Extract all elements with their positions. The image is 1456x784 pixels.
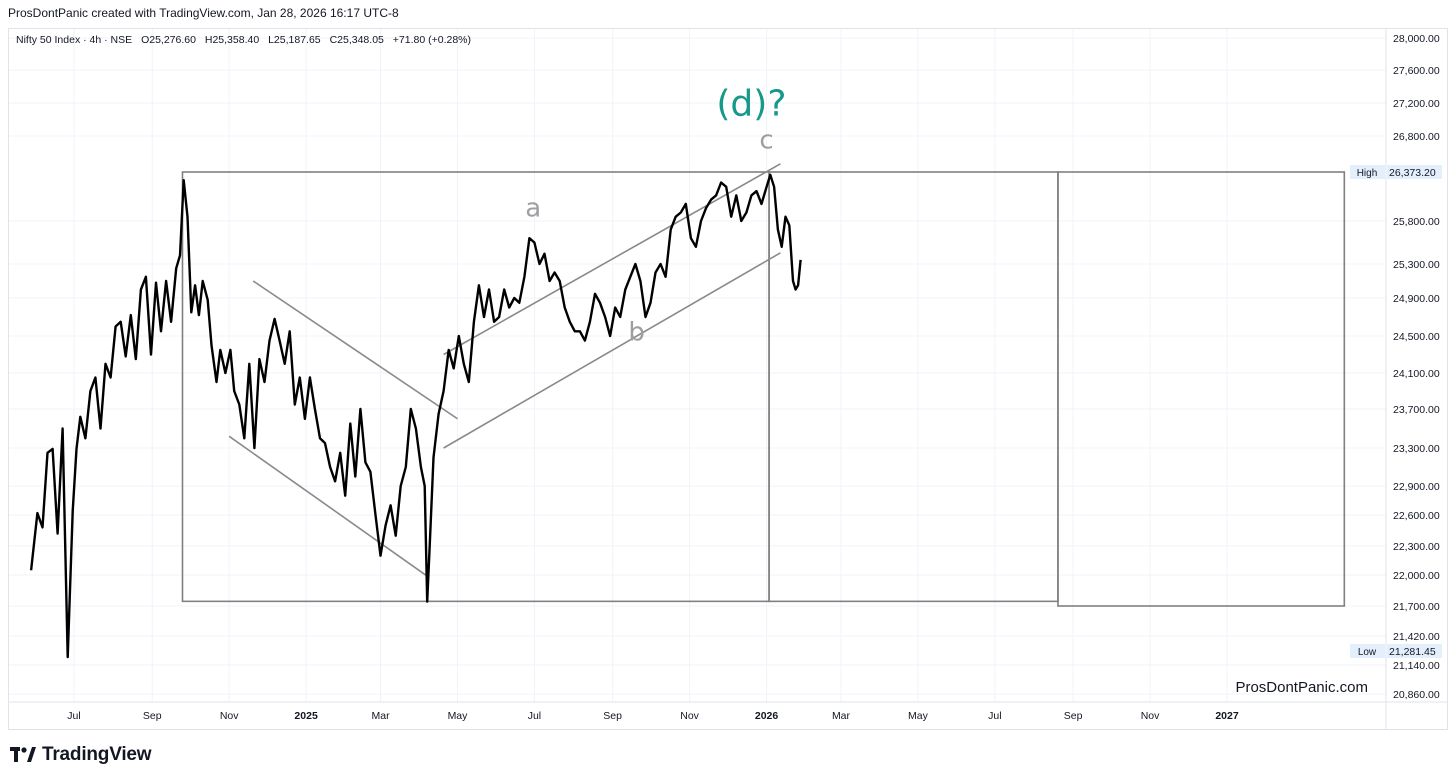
legend: Nifty 50 Index · 4h · NSE O25,276.60 H25… bbox=[16, 34, 477, 46]
price-tick-label: 26,800.00 bbox=[1393, 131, 1440, 143]
trendline bbox=[252, 280, 458, 420]
trendline bbox=[443, 163, 781, 356]
price-axis: 28,000.00 27,600.00 27,200.00 26,800.00 25,8… bbox=[1350, 33, 1442, 701]
trendline bbox=[443, 252, 781, 449]
drawing-tools bbox=[181, 163, 1346, 607]
price-tick-label: 21,140.00 bbox=[1393, 660, 1440, 672]
legend-low: L25,187.65 bbox=[268, 34, 321, 46]
time-tick-label: Mar bbox=[832, 710, 851, 722]
marker-label-bg bbox=[1350, 644, 1385, 658]
tradingview-logo-text: TradingView bbox=[42, 744, 152, 765]
price-tick-label: 25,300.00 bbox=[1393, 259, 1440, 271]
time-tick-label: Sep bbox=[143, 710, 162, 722]
price-tick-label: 22,000.00 bbox=[1393, 570, 1440, 582]
price-tick-label: 23,300.00 bbox=[1393, 443, 1440, 455]
marker-label: High bbox=[1357, 168, 1378, 179]
marker-label-bg bbox=[1350, 165, 1385, 179]
time-tick-label: 2025 bbox=[294, 710, 318, 722]
time-tick-label: Nov bbox=[220, 710, 239, 722]
price-tick-label: 27,200.00 bbox=[1393, 98, 1440, 110]
price-tick-label: 23,700.00 bbox=[1393, 404, 1440, 416]
price-tick-label: 22,300.00 bbox=[1393, 541, 1440, 553]
price-tick-label: 25,800.00 bbox=[1393, 216, 1440, 228]
legend-open: O25,276.60 bbox=[141, 34, 196, 46]
legend-symbol[interactable]: Nifty 50 Index · 4h · NSE bbox=[16, 34, 133, 46]
watermark: ProsDontPanic.com bbox=[1235, 679, 1368, 696]
time-tick-label: 2026 bbox=[755, 710, 779, 722]
price-tick-label: 21,420.00 bbox=[1393, 631, 1440, 643]
marker-value: 26,373.20 bbox=[1389, 167, 1436, 179]
price-tick-label: 24,500.00 bbox=[1393, 331, 1440, 343]
time-tick-label: 2027 bbox=[1215, 710, 1239, 722]
price-tick-label: 24,900.00 bbox=[1393, 293, 1440, 305]
time-tick-label: Mar bbox=[371, 710, 390, 722]
marker-value-bg bbox=[1387, 165, 1442, 179]
time-tick-label: Sep bbox=[603, 710, 622, 722]
tradingview-logo[interactable]: TradingView bbox=[10, 744, 152, 766]
chart-frame bbox=[8, 28, 1448, 730]
wave-label: c bbox=[759, 126, 773, 156]
time-axis: Jul Sep Nov 2025 Mar May Jul Sep Nov 2026 Mar May Ju… bbox=[67, 710, 1239, 722]
price-tick-label: 24,100.00 bbox=[1393, 368, 1440, 380]
price-series bbox=[29, 173, 802, 659]
price-tick-label: 20,860.00 bbox=[1393, 689, 1440, 701]
legend-high: H25,358.40 bbox=[204, 34, 260, 46]
time-tick-label: Jul bbox=[988, 710, 1001, 722]
price-tick-label: 22,600.00 bbox=[1393, 510, 1440, 522]
wave-labels: a b c(d)? bbox=[525, 83, 786, 347]
time-tick-label: Sep bbox=[1064, 710, 1083, 722]
marker-value-bg bbox=[1387, 644, 1442, 658]
time-tick-label: Jul bbox=[528, 710, 541, 722]
wave-label: a bbox=[525, 194, 541, 224]
range-rectangle bbox=[768, 171, 1059, 603]
marker-value: 21,281.45 bbox=[1389, 646, 1436, 658]
price-tick-label: 28,000.00 bbox=[1393, 33, 1440, 45]
range-rectangle bbox=[181, 171, 770, 603]
time-tick-label: Nov bbox=[1141, 710, 1160, 722]
time-tick-label: Jul bbox=[67, 710, 80, 722]
marker-label: Low bbox=[1358, 647, 1377, 658]
wave-label: b bbox=[628, 318, 645, 348]
tradingview-logo-icon bbox=[10, 747, 36, 763]
time-tick-label: May bbox=[908, 710, 929, 722]
time-tick-label: May bbox=[448, 710, 469, 722]
price-tick-label: 27,600.00 bbox=[1393, 65, 1440, 77]
legend-close: C25,348.05 bbox=[329, 34, 384, 46]
chart-credit: ProsDontPanic created with TradingView.c… bbox=[8, 6, 399, 20]
wave-label: (d)? bbox=[716, 83, 786, 124]
price-line bbox=[29, 173, 802, 659]
trendline bbox=[228, 435, 429, 578]
time-tick-label: Nov bbox=[680, 710, 699, 722]
legend-change: +71.80 (+0.28%) bbox=[392, 34, 472, 46]
price-tick-label: 22,900.00 bbox=[1393, 481, 1440, 493]
grid bbox=[9, 29, 1448, 730]
price-tick-label: 21,700.00 bbox=[1393, 601, 1440, 613]
range-rectangle bbox=[1057, 171, 1346, 607]
